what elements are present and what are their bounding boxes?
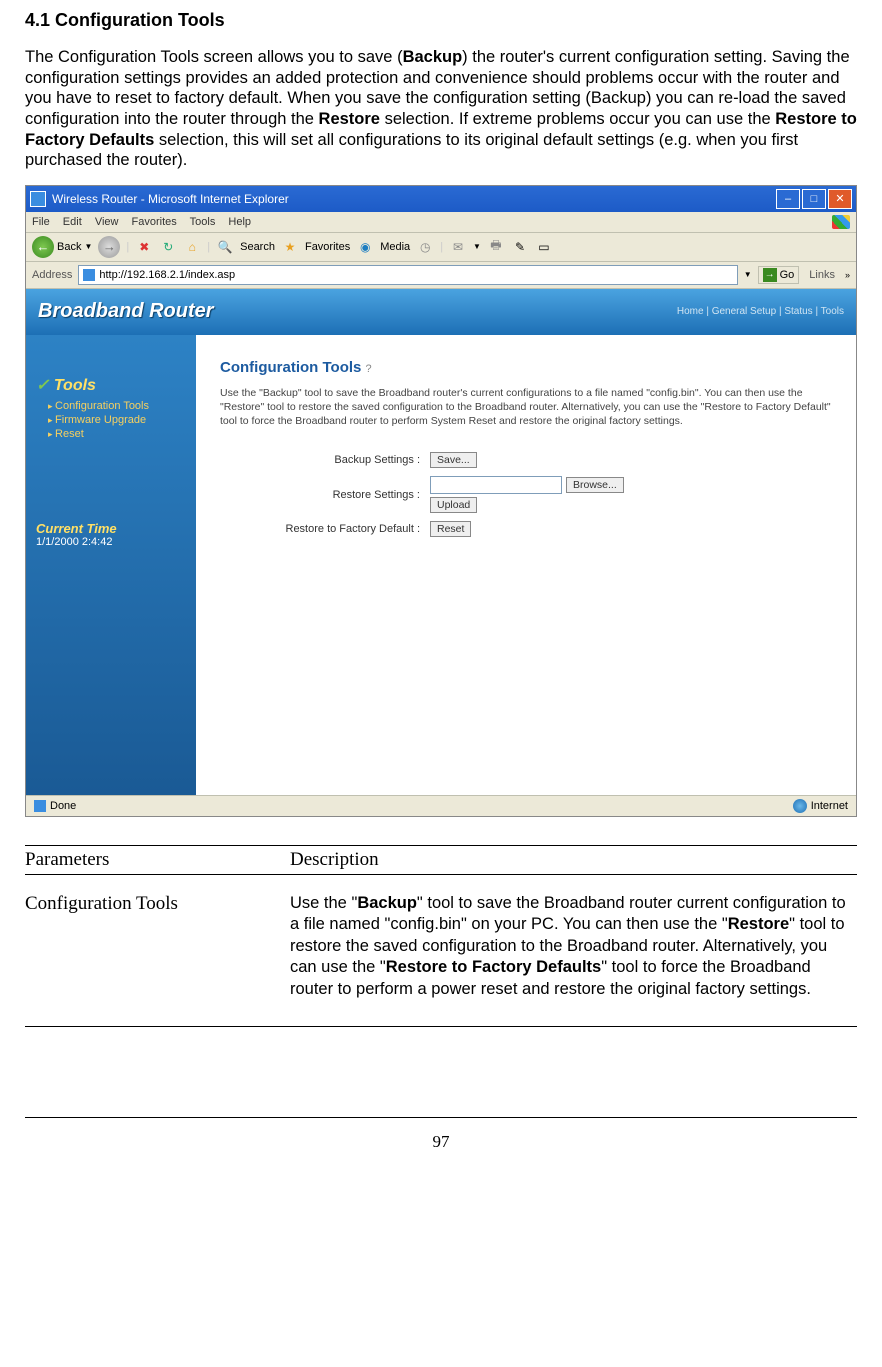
factory-label: Restore to Factory Default : [220, 523, 430, 535]
menu-favorites[interactable]: Favorites [132, 216, 177, 228]
upload-button[interactable]: Upload [430, 497, 477, 513]
go-arrow-icon: → [763, 268, 777, 282]
search-label[interactable]: Search [240, 241, 275, 253]
sidebar-heading: Tools [36, 375, 186, 395]
mail-icon[interactable]: ✉ [449, 238, 467, 256]
router-title: Broadband Router [38, 300, 214, 323]
back-icon: ← [32, 236, 54, 258]
menu-view[interactable]: View [95, 216, 119, 228]
panel-title-text: Configuration Tools [220, 359, 361, 376]
menu-file[interactable]: File [32, 216, 50, 228]
panel-title: Configuration Tools ? [220, 359, 832, 376]
menu-bar: File Edit View Favorites Tools Help [26, 212, 856, 233]
section-heading: 4.1 Configuration Tools [25, 10, 857, 31]
refresh-icon[interactable]: ↻ [159, 238, 177, 256]
home-icon[interactable]: ⌂ [183, 238, 201, 256]
page-icon [83, 269, 95, 281]
go-label: Go [780, 269, 795, 281]
minimize-button[interactable]: – [776, 189, 800, 209]
menu-items: File Edit View Favorites Tools Help [32, 216, 261, 228]
page-number: 97 [25, 1117, 857, 1152]
current-time-value: 1/1/2000 2:4:42 [36, 536, 186, 548]
params-header-col2: Description [290, 849, 857, 871]
maximize-button[interactable]: □ [802, 189, 826, 209]
window-title: Wireless Router - Microsoft Internet Exp… [52, 192, 289, 206]
params-row1-col1: Configuration Tools [25, 893, 290, 1000]
edit-icon[interactable]: ✎ [511, 238, 529, 256]
close-button[interactable]: ✕ [828, 189, 852, 209]
backup-label: Backup Settings : [220, 454, 430, 466]
reset-button[interactable]: Reset [430, 521, 471, 537]
address-label: Address [32, 269, 72, 281]
links-label[interactable]: Links [805, 269, 839, 281]
internet-zone-icon [793, 799, 807, 813]
search-icon[interactable]: 🔍 [216, 238, 234, 256]
status-zone: Internet [811, 800, 848, 812]
back-button[interactable]: ← Back ▼ [32, 236, 92, 258]
params-header: Parameters Description [25, 845, 857, 875]
router-body: Tools Configuration Tools Firmware Upgra… [26, 335, 856, 795]
discuss-icon[interactable]: ▭ [535, 238, 553, 256]
print-icon[interactable]: 🖶 [487, 238, 505, 256]
sidebar-item-config-tools[interactable]: Configuration Tools [36, 399, 186, 413]
params-header-col1: Parameters [25, 849, 290, 871]
window-titlebar: Wireless Router - Microsoft Internet Exp… [26, 186, 856, 212]
address-value: http://192.168.2.1/index.asp [99, 269, 235, 281]
forward-button[interactable]: → [98, 236, 120, 258]
sidebar: Tools Configuration Tools Firmware Upgra… [26, 335, 196, 795]
status-done: Done [50, 800, 76, 812]
back-label: Back [57, 241, 81, 253]
save-button[interactable]: Save... [430, 452, 477, 468]
router-top-nav[interactable]: Home | General Setup | Status | Tools [677, 306, 844, 317]
media-icon[interactable]: ◉ [356, 238, 374, 256]
main-panel: Configuration Tools ? Use the "Backup" t… [196, 335, 856, 795]
history-icon[interactable]: ◷ [416, 238, 434, 256]
router-header: Broadband Router Home | General Setup | … [26, 289, 856, 335]
menu-help[interactable]: Help [228, 216, 251, 228]
params-row-1: Configuration Tools Use the "Backup" too… [25, 875, 857, 1027]
current-time-label: Current Time [36, 521, 186, 536]
restore-file-input[interactable] [430, 476, 562, 494]
params-row1-col2: Use the "Backup" tool to save the Broadb… [290, 893, 857, 1000]
stop-icon[interactable]: ✖ [135, 238, 153, 256]
intro-paragraph: The Configuration Tools screen allows yo… [25, 47, 857, 171]
panel-description: Use the "Backup" tool to save the Broadb… [220, 386, 832, 429]
windows-flag-icon [832, 215, 850, 229]
sidebar-item-firmware[interactable]: Firmware Upgrade [36, 413, 186, 427]
status-page-icon [34, 800, 46, 812]
favorites-label[interactable]: Favorites [305, 241, 350, 253]
go-button[interactable]: → Go [758, 266, 800, 284]
ie-icon [30, 191, 46, 207]
sidebar-item-reset[interactable]: Reset [36, 427, 186, 441]
settings-table: Backup Settings : Save... Restore Settin… [220, 452, 832, 537]
address-input[interactable]: http://192.168.2.1/index.asp [78, 265, 737, 285]
address-bar-row: Address http://192.168.2.1/index.asp ▼ →… [26, 262, 856, 289]
restore-label: Restore Settings : [220, 489, 430, 501]
favorites-icon[interactable]: ★ [281, 238, 299, 256]
toolbar: ← Back ▼ → | ✖ ↻ ⌂ | 🔍 Search ★ Favorite… [26, 233, 856, 262]
help-icon[interactable]: ? [366, 363, 372, 375]
menu-tools[interactable]: Tools [190, 216, 216, 228]
browse-button[interactable]: Browse... [566, 477, 624, 493]
media-label[interactable]: Media [380, 241, 410, 253]
menu-edit[interactable]: Edit [63, 216, 82, 228]
browser-window: Wireless Router - Microsoft Internet Exp… [25, 185, 857, 817]
status-bar: Done Internet [26, 795, 856, 816]
